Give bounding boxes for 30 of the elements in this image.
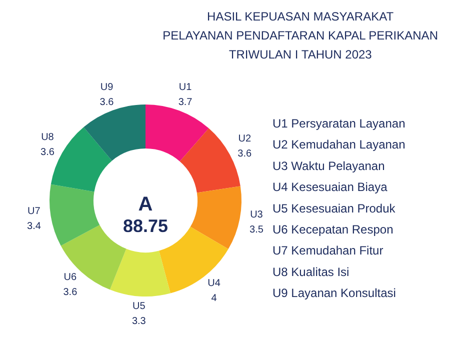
slice-label: U7 (28, 206, 41, 218)
slice-label: U2 (238, 134, 252, 145)
slice-label: U3 (250, 209, 264, 220)
data-label: 3.7 (178, 97, 193, 108)
data-label: 3.6 (238, 148, 252, 160)
data-label: 3.6 (63, 287, 78, 298)
data-label: 3.6 (100, 96, 114, 108)
text: U6 Kecepatan Respon (272, 222, 394, 236)
text: U8 Kualitas Isi (272, 264, 350, 279)
text: U2 Kemudahan Layanan (272, 138, 406, 152)
text: A (138, 194, 153, 216)
slice-label: U5 (132, 300, 146, 312)
slice-label: U8 (41, 132, 54, 143)
data-label: 3.4 (27, 221, 42, 232)
slice-label: U6 (64, 272, 78, 284)
text: U9 Layanan Konsultasi (272, 286, 396, 300)
slice-label: U9 (100, 82, 114, 93)
slice-label: U4 (208, 278, 221, 289)
text: HASIL KEPUASAN MASYARAKAT PELAYANAN PENDAFTARAN KAPAL PERIKANAN TRIWULAN I TAHUN 2023 (162, 10, 438, 62)
slice-label: U1 (178, 82, 192, 94)
text: U4 Kesesuaian Biaya (272, 180, 388, 194)
text: 88.75 (122, 216, 168, 236)
text: U5 Kesesuaian Produk (272, 201, 396, 216)
data-label: 3.6 (40, 146, 55, 158)
data-label: 3.5 (250, 224, 264, 236)
data-label: 4 (211, 292, 218, 304)
text: U7 Kemudahan Fitur (272, 244, 384, 258)
text: U1 Persyaratan Layanan (272, 116, 406, 130)
text: U3 Waktu Pelayanan (272, 158, 385, 173)
data-label: 3.3 (132, 316, 146, 327)
